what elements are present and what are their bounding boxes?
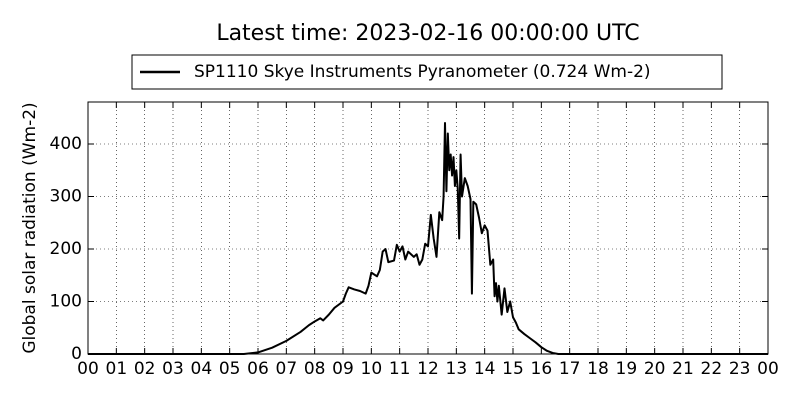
- x-tick-label: 00: [77, 359, 99, 379]
- x-tick-label: 16: [531, 359, 553, 379]
- x-tick-label: 02: [134, 359, 156, 379]
- x-tick-label: 11: [389, 359, 411, 379]
- y-tick-label: 100: [50, 292, 82, 312]
- legend-label: SP1110 Skye Instruments Pyranometer (0.7…: [194, 62, 651, 82]
- x-tick-label: 04: [191, 359, 213, 379]
- x-tick-label: 22: [701, 359, 723, 379]
- chart-title: Latest time: 2023-02-16 00:00:00 UTC: [216, 21, 639, 46]
- y-tick-label: 300: [50, 187, 82, 207]
- x-tick-label: 10: [361, 359, 383, 379]
- y-axis-label: Global solar radiation (Wm-2): [20, 102, 40, 353]
- x-tick-label: 18: [587, 359, 609, 379]
- data-line: [88, 122, 768, 355]
- x-tick-label: 20: [644, 359, 666, 379]
- x-tick-label: 14: [474, 359, 496, 379]
- plot-frame: [87, 101, 769, 355]
- x-tick-label: 08: [304, 359, 326, 379]
- x-tick-label: 05: [219, 359, 241, 379]
- x-tick-label: 23: [729, 359, 751, 379]
- x-tick-label: 17: [559, 359, 581, 379]
- x-tick-label: 12: [417, 359, 439, 379]
- x-tick-label: 21: [672, 359, 694, 379]
- y-tick-label: 0: [71, 344, 82, 364]
- x-tick-label: 01: [106, 359, 128, 379]
- legend: [131, 54, 723, 90]
- x-tick-label: 13: [446, 359, 468, 379]
- x-tick-label: 00: [757, 359, 779, 379]
- x-tick-label: 03: [162, 359, 184, 379]
- y-tick-label: 400: [50, 134, 82, 154]
- x-tick-label: 19: [616, 359, 638, 379]
- x-tick-label: 15: [502, 359, 524, 379]
- y-tick-label: 200: [50, 239, 82, 259]
- x-tick-label: 07: [276, 359, 298, 379]
- x-tick-label: 06: [247, 359, 269, 379]
- x-tick-label: 09: [332, 359, 354, 379]
